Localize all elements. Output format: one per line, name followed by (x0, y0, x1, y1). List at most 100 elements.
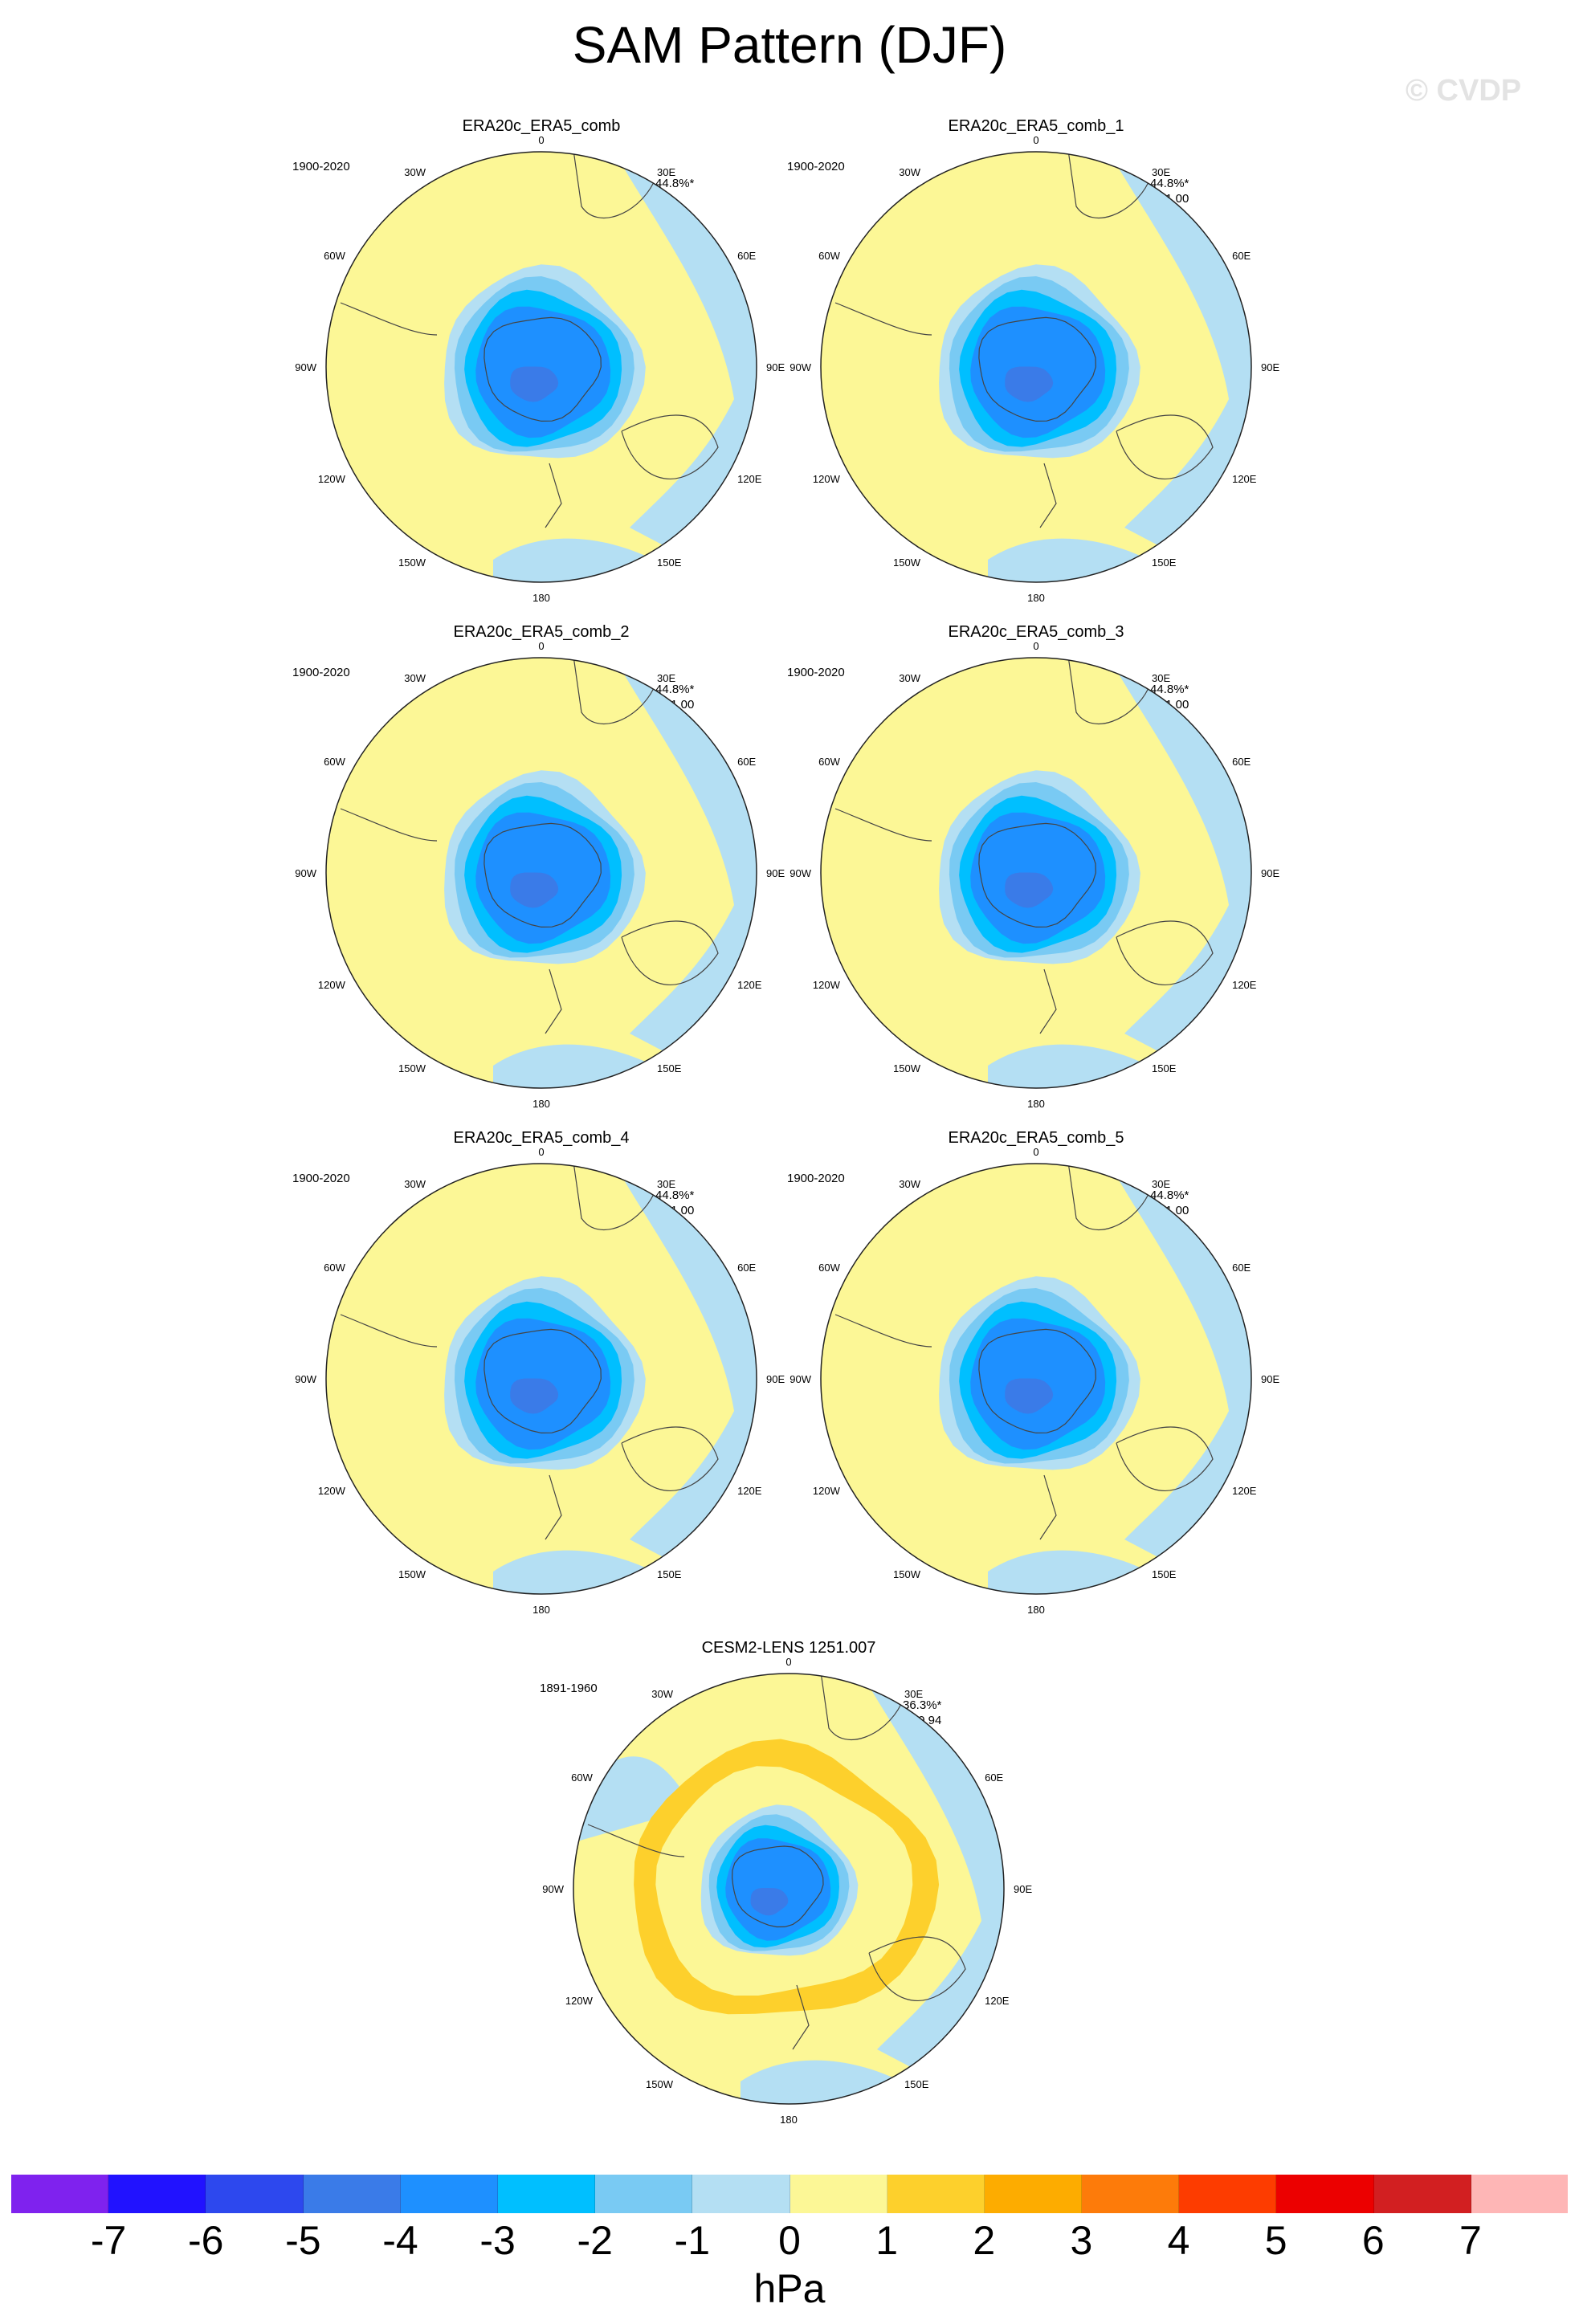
contour-minus5 (1005, 366, 1054, 402)
longitude-label-nw1: 30W (404, 166, 426, 178)
variance-explained: 44.8%* (1150, 177, 1189, 190)
map-outline (573, 1673, 1005, 2105)
longitude-label-ne1: 30E (657, 672, 675, 684)
colorbar-swatch (108, 2175, 206, 2213)
variance-explained: 44.8%* (1150, 683, 1189, 696)
longitude-label-se2: 150E (657, 1568, 682, 1580)
longitude-label-se2: 150E (1152, 1568, 1177, 1580)
map-panel: ERA20c_ERA5_comb_1 1900-2020 44.8%* r=1.00 0… (787, 116, 1285, 604)
longitude-label-nw1: 30W (404, 1178, 426, 1190)
colorbar-swatch (1276, 2175, 1374, 2213)
coastlines (834, 658, 1214, 1034)
longitude-label-sw1: 120W (813, 1485, 841, 1497)
longitude-label-nw2: 60W (571, 1772, 593, 1784)
longitude-label-top: 0 (1033, 640, 1038, 652)
colorbar-swatch (1082, 2175, 1180, 2213)
map-panel: CESM2-LENS 1251.007 1891-1960 36.3%* r=0.94… (540, 1638, 1038, 2126)
variance-explained: 44.8%* (655, 1189, 695, 1202)
colorbar-tick-label: 0 (778, 2218, 801, 2263)
longitude-label-right: 90E (766, 867, 785, 879)
longitude-label-ne2: 60E (1232, 250, 1251, 262)
colorbar-swatch (206, 2175, 304, 2213)
longitude-label-ne1: 30E (657, 1178, 675, 1190)
longitude-label-se1: 120E (1232, 979, 1257, 991)
longitude-label-ne1: 30E (1152, 672, 1170, 684)
colorbar-swatch (400, 2175, 498, 2213)
longitude-label-top: 0 (785, 1656, 791, 1668)
panel-title: ERA20c_ERA5_comb_5 (948, 1129, 1124, 1147)
colorbar-tick-label: 4 (1167, 2218, 1190, 2263)
longitude-label-se1: 120E (737, 979, 762, 991)
longitude-label-sw1: 120W (565, 1995, 594, 2007)
polar-map: 0 180 90W 90E 30W 60W 120W 150W 30E 60E 120E 150E (790, 134, 1279, 604)
longitude-label-ne1: 30E (1152, 1178, 1170, 1190)
longitude-label-nw2: 60W (818, 1262, 840, 1274)
variance-explained: 44.8%* (655, 177, 695, 190)
longitude-label-ne2: 60E (985, 1772, 1003, 1784)
longitude-label-bottom: 180 (1027, 1604, 1045, 1616)
longitude-label-nw2: 60W (324, 756, 345, 768)
longitude-label-right: 90E (1261, 1373, 1279, 1385)
polar-map: 0 180 90W 90E 30W 60W 120W 150W 30E 60E 120E 150E (295, 640, 785, 1110)
longitude-label-nw1: 30W (404, 672, 426, 684)
longitude-label-ne2: 60E (737, 1262, 756, 1274)
colorbar-tick-label: -7 (90, 2218, 127, 2263)
map-panel: ERA20c_ERA5_comb_2 1900-2020 44.8%* r=1.00 0… (292, 622, 790, 1110)
colorbar-tick-label: 2 (973, 2218, 996, 2263)
panel-period: 1900-2020 (292, 666, 350, 679)
longitude-label-sw2: 150W (893, 1062, 921, 1074)
colorbar-units: hPa (753, 2266, 826, 2311)
longitude-label-left: 90W (790, 1373, 811, 1385)
longitude-label-right: 90E (1014, 1883, 1032, 1895)
colorbar-swatch (1179, 2175, 1277, 2213)
longitude-label-top: 0 (1033, 134, 1038, 146)
longitude-label-nw2: 60W (324, 250, 345, 262)
longitude-label-se2: 150E (657, 557, 682, 569)
longitude-label-sw2: 150W (893, 557, 921, 569)
map-outline (325, 657, 757, 1089)
longitude-label-bottom: 180 (780, 2114, 798, 2126)
colorbar-swatch (1373, 2175, 1471, 2213)
map-panel: ERA20c_ERA5_comb_4 1900-2020 44.8%* r=1.00 0… (292, 1128, 790, 1616)
longitude-label-ne2: 60E (737, 250, 756, 262)
colorbar-swatch (984, 2175, 1083, 2213)
longitude-label-se1: 120E (737, 1485, 762, 1497)
colorbar-swatch (11, 2175, 109, 2213)
negative-region-west (580, 1756, 692, 1841)
longitude-label-right: 90E (766, 1373, 785, 1385)
longitude-label-bottom: 180 (532, 1604, 550, 1616)
longitude-label-left: 90W (790, 361, 811, 373)
longitude-label-se1: 120E (1232, 473, 1257, 485)
coastlines (834, 1164, 1214, 1540)
longitude-label-left: 90W (542, 1883, 564, 1895)
negative-region-south (493, 1044, 654, 1088)
longitude-label-se1: 120E (1232, 1485, 1257, 1497)
colorbar-swatch (1471, 2175, 1568, 2213)
colorbar-tick-label: -5 (285, 2218, 321, 2263)
longitude-label-se2: 150E (904, 2078, 929, 2090)
longitude-label-sw2: 150W (398, 1062, 426, 1074)
longitude-label-sw1: 120W (813, 473, 841, 485)
coastlines (834, 152, 1214, 528)
coastlines (587, 1674, 966, 2050)
negative-region-south (493, 1550, 654, 1594)
longitude-label-bottom: 180 (1027, 592, 1045, 604)
contour-minus5 (1005, 1378, 1054, 1414)
colorbar (11, 2175, 1568, 2213)
map-outline (820, 151, 1252, 583)
longitude-label-top: 0 (1033, 1146, 1038, 1158)
map-outline (820, 657, 1252, 1089)
longitude-label-sw2: 150W (646, 2078, 674, 2090)
colorbar-swatch (595, 2175, 693, 2213)
panel-period: 1900-2020 (787, 1172, 845, 1185)
longitude-label-sw1: 120W (813, 979, 841, 991)
polar-map: 0 180 90W 90E 30W 60W 120W 150W 30E 60E 120E 150E (790, 640, 1279, 1110)
colorbar-tick-label: 7 (1459, 2218, 1482, 2263)
longitude-label-sw2: 150W (893, 1568, 921, 1580)
longitude-label-right: 90E (766, 361, 785, 373)
longitude-label-sw1: 120W (318, 473, 346, 485)
panel-title: ERA20c_ERA5_comb_2 (453, 623, 630, 641)
negative-region-south (493, 538, 654, 582)
map-outline (325, 151, 757, 583)
longitude-label-sw1: 120W (318, 1485, 346, 1497)
